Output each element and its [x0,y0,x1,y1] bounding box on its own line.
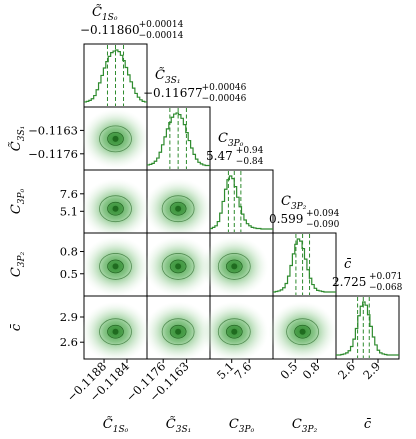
density-peak [175,263,182,270]
x-tick-label-2-1: 7.6 [231,359,254,382]
x-tick-label-3-1: 0.8 [300,359,323,382]
panel-2-2 [209,169,274,234]
histogram-step [336,301,399,356]
diag-stat-plus-0: +0.00014 [139,20,184,30]
diag-stat-minus-2: −0.84 [236,157,264,167]
density-peak [231,263,238,270]
density-peak [112,205,119,212]
density-peak [175,205,182,212]
diag-title-1: C̃3S₁ [155,67,180,86]
panel-1-0 [81,106,150,171]
x-axis-label-3: C3P₂ [292,417,318,435]
panel-frame [209,169,274,234]
panel-4-3 [268,295,337,362]
y-tick-label-2-1: 7.6 [60,187,78,201]
panel-2-0 [81,169,150,239]
panel-2-1 [144,169,213,239]
x-tick-label-3-0: 0.5 [278,359,301,382]
diag-stat-0: −0.11860 [80,23,140,37]
panel-4-2 [200,295,274,362]
panel-1-1 [146,106,211,171]
diag-title-0: C̃1S₀ [92,4,118,23]
diag-stat-4: 2.725 [332,275,366,289]
density-peak [112,328,119,335]
diag-stat-minus-4: −0.068 [369,283,403,293]
diag-stat-minus-0: −0.00014 [139,31,184,41]
diag-stat-2: 5.47 [206,149,233,163]
x-axis-label-4: c̄ [364,417,372,432]
y-tick-label-2-0: 5.1 [60,204,78,218]
y-tick-label-3-0: 0.5 [60,267,78,281]
density-peak [299,328,306,335]
panel-3-2 [200,232,274,297]
histogram-step [273,238,336,293]
diag-stat-3: 0.599 [269,212,303,226]
y-tick-label-4-1: 2.9 [60,310,78,324]
y-tick-label-1-1: −0.1163 [28,123,78,137]
histogram-step [84,49,147,103]
panel-3-3 [272,232,337,297]
contour-outer [99,125,132,153]
diag-title-4: c̄ [344,257,352,272]
diag-stat-plus-3: +0.094 [306,209,340,219]
contour-outer [286,318,319,346]
diag-title-3: C3P₂ [281,194,307,212]
diag-title-2: C3P₀ [218,131,244,149]
panel-3-0 [81,232,150,297]
density-peak [112,135,119,142]
density-peak [112,263,119,270]
panel-4-0 [81,295,150,362]
contour-outer [99,253,132,280]
diag-stat-1: −0.11677 [143,86,203,100]
x-axis-label-1: C̃3S₁ [166,416,191,435]
x-tick-label-4-1: 2.9 [360,359,383,382]
y-axis-label-3: C3P₂ [9,251,27,277]
contour-outer [99,318,132,346]
diag-stat-minus-1: −0.00046 [202,94,247,104]
density-peak [175,328,182,335]
contour-outer [161,253,195,280]
panel-3-1 [144,232,213,297]
panel-frame [272,232,337,297]
contour-outer [217,253,251,280]
x-axis-label-0: C̃1S₀ [103,416,129,435]
y-axis-label-1: C̃3S₁ [8,126,27,151]
histogram-step [210,175,273,230]
panel-4-1 [144,295,213,362]
contour-outer [217,318,251,346]
histogram-step [147,112,210,167]
y-axis-label-2: C3P₀ [9,188,27,214]
x-axis-label-2: C3P₀ [229,417,255,435]
y-axis-label-4: c̄ [9,323,24,331]
diag-stat-plus-1: +0.00046 [202,83,247,93]
panel-0-0 [83,43,148,108]
contour-outer [161,195,195,223]
contour-outer [161,318,195,346]
diag-stat-plus-2: +0.94 [236,146,264,156]
contour-outer [99,195,132,223]
panel-4-4 [335,295,400,360]
x-tick-label-4-0: 2.6 [335,359,358,382]
y-tick-label-4-0: 2.6 [60,335,78,349]
y-tick-label-3-1: 0.8 [60,245,78,259]
density-peak [231,328,238,335]
diag-stat-plus-4: +0.071 [369,272,402,282]
diag-stat-minus-3: −0.090 [306,220,340,230]
y-tick-label-1-0: −0.1176 [28,147,78,161]
